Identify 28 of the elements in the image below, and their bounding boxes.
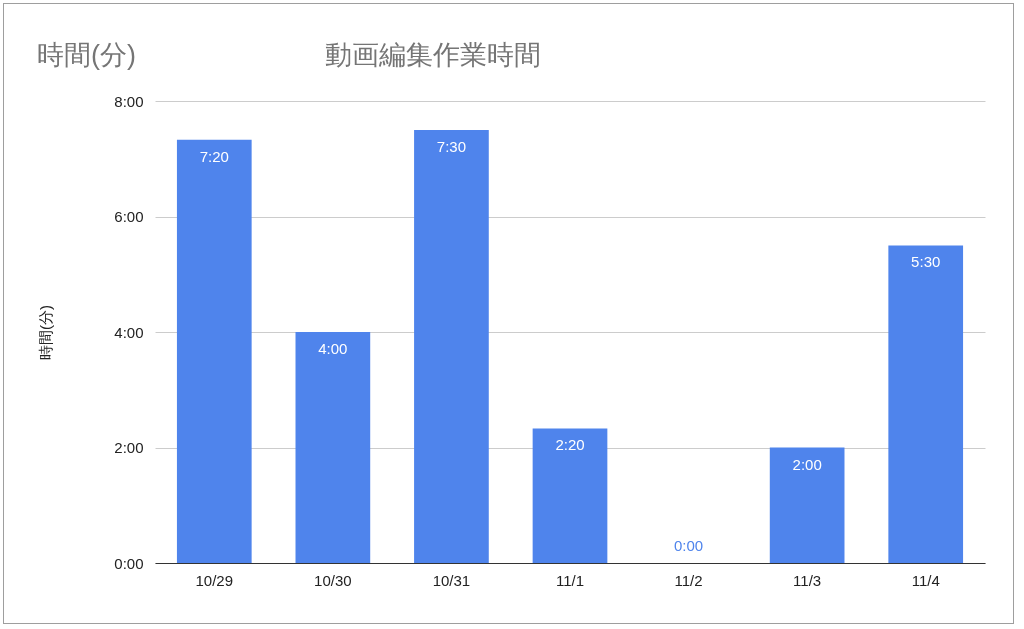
bar: [176, 139, 252, 563]
bar: [295, 332, 371, 563]
data-label: 7:20: [199, 147, 229, 165]
x-tick-label: 10/31: [432, 571, 471, 589]
y-tick-label: 0:00: [114, 554, 144, 572]
bar: [532, 428, 608, 563]
x-tick-label: 10/29: [195, 571, 234, 589]
data-label: 2:00: [792, 455, 822, 473]
x-tick-label: 11/2: [674, 571, 703, 589]
x-tick-label: 11/3: [793, 571, 822, 589]
data-label: 5:30: [911, 253, 941, 271]
data-label: 7:30: [436, 137, 467, 155]
y-axis-title: 時間(分): [37, 305, 55, 360]
y-tick-label: 2:00: [114, 439, 144, 456]
x-tick-label: 11/4: [911, 571, 940, 589]
data-label: 4:00: [318, 340, 348, 357]
chart-title: 動画編集作業時間: [325, 40, 541, 70]
text: 時間(分): [37, 40, 136, 70]
y-tick-label: 8:00: [114, 92, 144, 110]
bar: [414, 129, 489, 563]
y-tick-label: 6:00: [114, 208, 144, 225]
bar: [769, 447, 845, 563]
x-tick-label: 10/30: [314, 571, 352, 589]
x-tick-label: 11/1: [555, 571, 585, 589]
data-label: 0:00: [673, 537, 704, 554]
y-tick-label: 4:00: [114, 323, 144, 341]
data-label: 2:20: [555, 436, 585, 454]
bar: [888, 245, 964, 563]
